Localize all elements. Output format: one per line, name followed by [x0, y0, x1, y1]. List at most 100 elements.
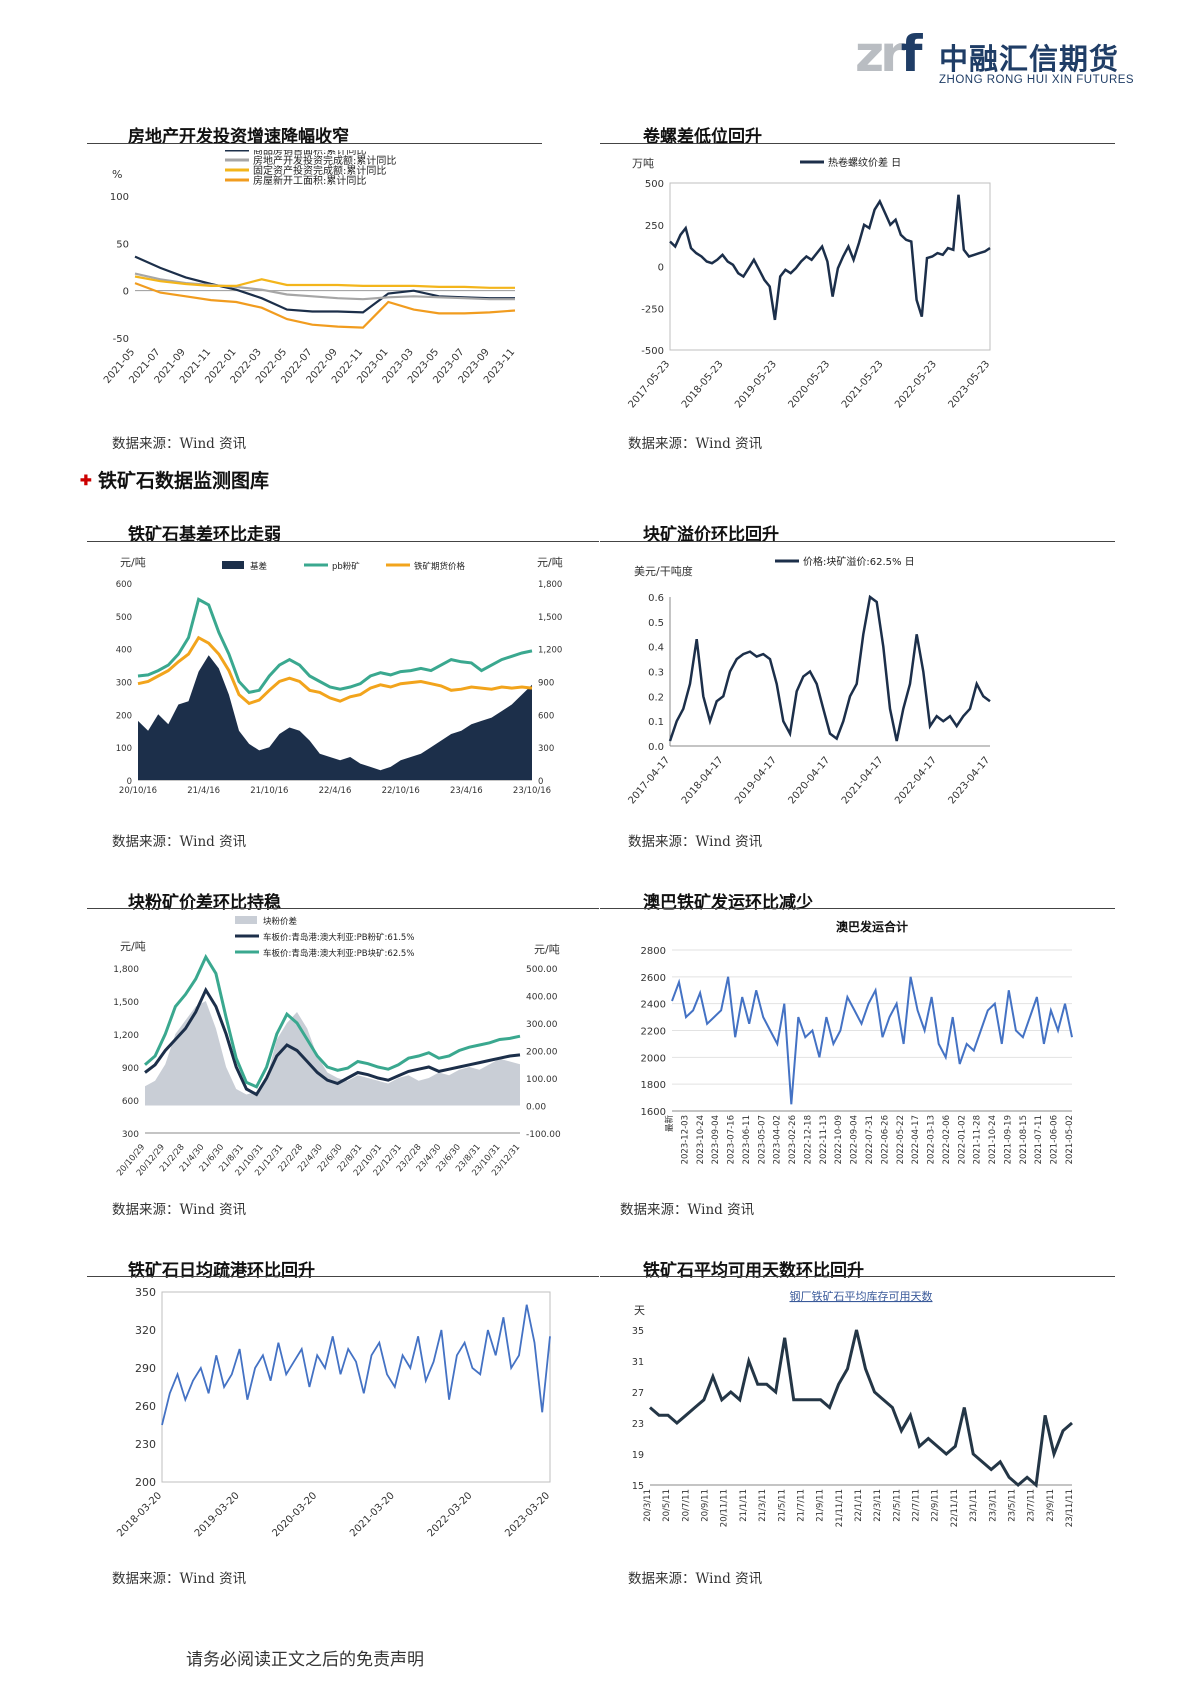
legend-label: 车板价:青岛港:澳大利亚:PB粉矿:61.5%: [263, 932, 414, 943]
x-tick-label: 22/7/11: [912, 1489, 922, 1522]
y2-tick-label: 300.00: [526, 1020, 558, 1030]
y2-tick-label: -100.00: [526, 1130, 561, 1140]
chart-title: 钢厂铁矿石平均库存可用天数: [790, 1289, 933, 1303]
y-tick-label: 2200: [641, 1027, 666, 1038]
x-tick-label: 23/1/11: [969, 1489, 979, 1522]
series-line-价格:块矿溢价:62.5% 日: [668, 594, 991, 742]
chart-real-estate-investment: 100500-50%2021-052021-072021-092021-1120…: [102, 150, 517, 386]
y-tick-label: -250: [641, 304, 664, 315]
y-tick-label: 0.3: [648, 668, 664, 679]
legend-label: 房地产开发投资完成额:累计同比: [253, 154, 396, 167]
x-tick-label: 2020-04-17: [787, 755, 833, 807]
chart-iron-ore-basis: 600 500 400 300 200 100 0 1,800 1,500 1,200 900 600…: [116, 556, 563, 796]
x-tick-label: 2022-05-23: [893, 359, 939, 411]
x-tick-label: 20/5/11: [662, 1489, 672, 1522]
panel-title: 房地产开发投资增速降幅收窄: [128, 127, 349, 147]
x-tick-label: 21/1/11: [739, 1489, 749, 1522]
x-tick-label: 22/5/11: [892, 1489, 902, 1522]
x-tick-label: 23/9/11: [1046, 1489, 1056, 1522]
y-tick-label: 27: [632, 1388, 644, 1399]
chart-hrc-rebar-spread: 500 250 0 -250 -500 万吨 2017-05-23 2018-05-23 201…: [627, 156, 993, 411]
panel-rule: [600, 1276, 1115, 1277]
legend-label: 车板价:青岛港:澳大利亚:PB块矿:62.5%: [263, 948, 414, 959]
x-tick-label: 21/3/11: [758, 1489, 768, 1522]
y-tick-label: 35: [632, 1326, 644, 1337]
panel-title: 铁矿石日均疏港环比回升: [128, 1261, 315, 1281]
x-tick-label: 21/9/11: [816, 1489, 826, 1522]
y-tick-label: 2800: [641, 946, 666, 957]
x-tick-label: 2022-10-09: [834, 1115, 844, 1164]
y-axis-unit: %: [112, 168, 122, 181]
x-tick-label: 2023-10-24: [696, 1115, 706, 1164]
series-line-车板价:青岛港:澳大利亚:PB块矿:62.5%: [144, 953, 521, 1089]
legend-label: 价格:块矿溢价:62.5% 日: [803, 555, 915, 568]
data-source: 数据来源：Wind 资讯: [112, 436, 247, 452]
x-tick-label: 21/7/11: [796, 1489, 806, 1522]
x-tick-label: 23/5/11: [1007, 1489, 1017, 1522]
y-tick-label: 290: [135, 1362, 156, 1375]
x-tick-label: 2018-05-23: [680, 359, 726, 411]
x-tick-label: 20/10/16: [119, 786, 157, 796]
data-source: 数据来源：Wind 资讯: [112, 1202, 247, 1218]
y-tick-label: 1800: [641, 1080, 666, 1091]
legend-swatch: [235, 916, 257, 924]
logo-mark: zrf: [855, 25, 922, 83]
x-tick-label: 23/10/16: [513, 786, 551, 796]
data-source: 数据来源：Wind 资讯: [112, 1571, 247, 1587]
panel-title: 铁矿石基差环比走弱: [128, 525, 281, 545]
y-axis-unit: 天: [634, 1304, 645, 1317]
y-tick-label: 0.5: [648, 618, 664, 629]
x-tick-label: 2022-09-04: [850, 1115, 860, 1164]
series-line-钢厂铁矿石平均库存可用天数: [649, 1329, 1073, 1488]
y-tick-label: 0.1: [648, 717, 664, 728]
x-tick-label: 2022-12-18: [803, 1115, 813, 1164]
legend-label: 热卷螺纹价差 日: [828, 156, 901, 169]
legend-label: 基差: [250, 561, 267, 572]
x-tick-label: 22/1/11: [854, 1489, 864, 1522]
panel-rule: [600, 143, 1115, 144]
data-source: 数据来源：Wind 资讯: [628, 1571, 763, 1587]
y2-tick-label: 1,200: [538, 646, 562, 656]
x-tick-label: 22/3/11: [873, 1489, 883, 1522]
y2-tick-label: 100.00: [526, 1075, 558, 1085]
x-tick-label: 最新: [664, 1115, 675, 1133]
x-tick-label: 2021-10-24: [988, 1115, 998, 1164]
x-tick-label: 23/4/16: [450, 786, 483, 796]
x-tick-label: 2023-04-02: [773, 1115, 783, 1164]
x-tick-label: 22/11/11: [950, 1489, 960, 1527]
x-tick-label: 20/7/11: [681, 1489, 691, 1522]
x-tick-label: 2022-03-13: [927, 1115, 937, 1164]
x-tick-label: 2022-06-26: [880, 1115, 890, 1164]
panel-rule: [87, 1276, 599, 1277]
y-tick-label: 15: [632, 1481, 644, 1492]
x-tick-label: 2022-04-17: [893, 755, 939, 807]
x-tick-label: 2019-03-20: [193, 1490, 242, 1539]
panel-rule: [87, 143, 542, 144]
panel-title: 铁矿石平均可用天数环比回升: [643, 1261, 864, 1281]
y2-tick-label: 1,800: [538, 580, 562, 590]
y-tick-label: 250: [645, 221, 664, 232]
logo-chinese-name: 中融汇信期货: [939, 42, 1120, 76]
x-tick-label: 2017-04-17: [627, 755, 673, 807]
y-tick-label: 1600: [641, 1107, 666, 1118]
y2-axis-unit: 元/吨: [537, 556, 563, 569]
x-tick-label: 2021-07-11: [1034, 1115, 1044, 1164]
x-tick-label: 2022-03-20: [426, 1490, 475, 1539]
y-tick-label: 31: [632, 1357, 644, 1368]
x-tick-label: 23/11/11: [1065, 1489, 1075, 1527]
x-tick-label: 2023-07-16: [727, 1115, 737, 1164]
company-logo: zrf 中融汇信期货 ZHONG RONG HUI XIN FUTURES: [855, 22, 1175, 92]
y-axis-unit: 元/吨: [120, 940, 146, 953]
x-tick-label: 21/5/11: [777, 1489, 787, 1522]
y-tick-label: 0.2: [648, 692, 664, 703]
data-source: 数据来源：Wind 资讯: [628, 834, 763, 850]
x-tick-label: 2021-05-02: [1065, 1115, 1075, 1164]
chart-title: 澳巴发运合计: [836, 919, 908, 934]
x-tick-label: 21/4/16: [187, 786, 220, 796]
x-tick-label: 23/7/11: [1027, 1489, 1037, 1522]
y-tick-label: 0: [123, 287, 129, 298]
panel-rule: [600, 908, 1115, 909]
y-tick-label: 200: [116, 711, 132, 721]
y-tick-label: 1,200: [113, 1031, 139, 1041]
